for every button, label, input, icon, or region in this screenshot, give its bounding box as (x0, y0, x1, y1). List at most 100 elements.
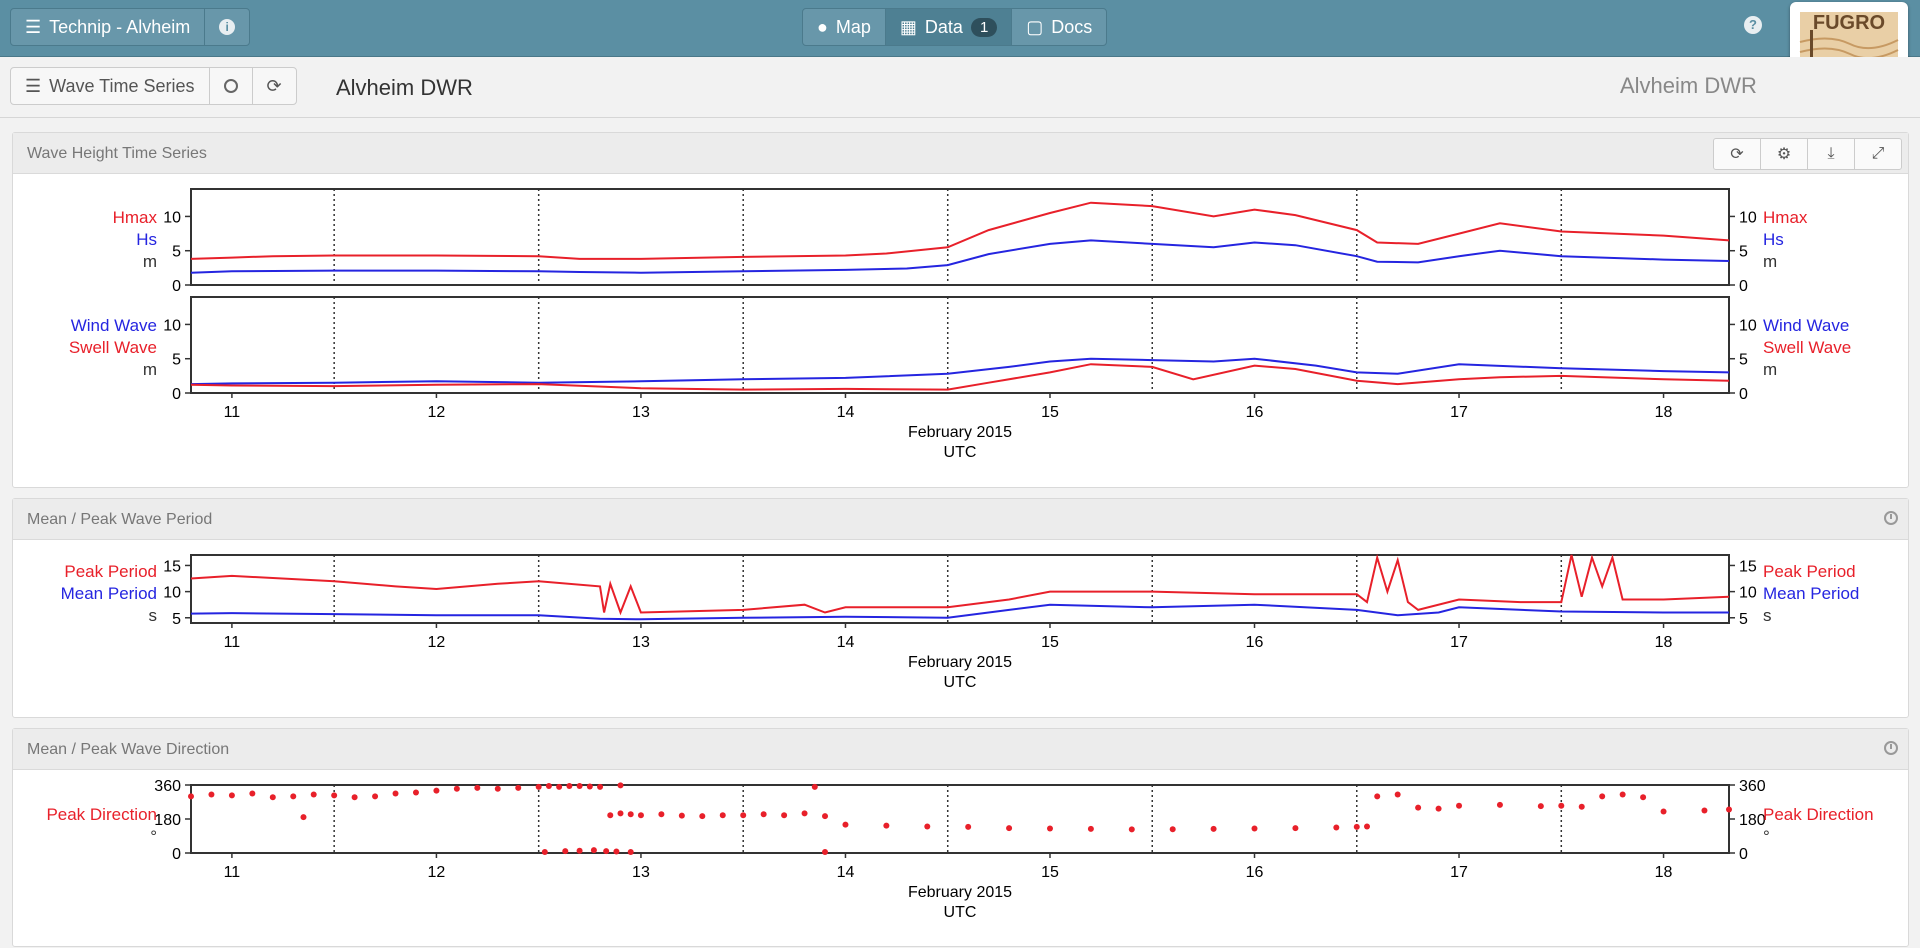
data-point (433, 787, 440, 794)
y-tick-label: 0 (172, 386, 181, 403)
tab-data[interactable]: ▦ Data 1 (885, 9, 1013, 45)
tab-docs-label: Docs (1051, 16, 1093, 37)
x-tick-label: 11 (224, 634, 241, 651)
data-point (228, 792, 235, 799)
data-point (1726, 806, 1732, 813)
axis-label-right: m (1763, 252, 1777, 271)
data-point (1333, 824, 1340, 831)
y-tick-label: 10 (163, 585, 181, 602)
axis-label-right: Mean Period (1763, 584, 1859, 603)
axis-label-right: m (1763, 360, 1777, 379)
data-point (1640, 794, 1647, 801)
x-tick-label: 15 (1041, 404, 1059, 421)
data-point (1169, 826, 1176, 833)
refresh-chart-button[interactable]: ⟳ (1714, 139, 1761, 169)
axis-label-left: m (143, 360, 157, 379)
x-tick-label: 13 (632, 404, 650, 421)
data-point (562, 848, 569, 855)
series-line-wind-wave (190, 357, 1730, 386)
axis-label-right: s (1763, 606, 1772, 625)
y-tick-label: 0 (1739, 386, 1748, 403)
x-tick-label: 14 (837, 404, 855, 421)
clock-icon (223, 79, 238, 93)
axis-label-left: ° (150, 827, 157, 846)
refresh-button[interactable]: ⟳ (253, 68, 296, 104)
data-point (627, 811, 634, 818)
download-button[interactable]: ⤓ (1808, 139, 1855, 169)
x-axis-unit: UTC (944, 444, 977, 461)
y-tick-label: 10 (163, 317, 181, 334)
x-tick-label: 12 (428, 864, 446, 881)
data-point (1363, 823, 1370, 830)
data-point (1210, 825, 1217, 832)
data-point (924, 823, 931, 830)
data-point (801, 810, 808, 817)
tab-docs[interactable]: ▢ Docs (1012, 9, 1106, 45)
y-tick-label: 5 (1739, 611, 1748, 628)
data-point (822, 813, 829, 820)
x-axis-label: February 2015 (908, 424, 1012, 441)
info-icon: i (219, 19, 236, 35)
y-tick-label: 360 (154, 778, 181, 795)
data-point (474, 784, 481, 791)
axis-label-right: Hs (1763, 230, 1784, 249)
y-tick-label: 10 (163, 209, 181, 226)
data-point (1394, 791, 1401, 798)
y-tick-label: 5 (172, 611, 181, 628)
view-select-button[interactable]: ☰ Wave Time Series (11, 68, 210, 104)
data-point (1415, 804, 1422, 811)
wave-height-panel: Wave Height Time Series ⟳ ⚙ ⤓ ⤢ 0 0 5 5 10 10… (12, 132, 1909, 488)
data-point (1496, 801, 1503, 808)
axis-label-left: Mean Period (61, 584, 157, 603)
series-line-hmax (190, 201, 1730, 260)
y-tick-label: 15 (163, 558, 181, 575)
panel-header: Mean / Peak Wave Direction (13, 729, 1908, 770)
x-tick-label: 11 (224, 864, 241, 881)
data-point (637, 812, 644, 819)
data-point (392, 790, 399, 797)
clock-icon[interactable] (1884, 741, 1898, 755)
data-point (1578, 803, 1585, 810)
data-point (1087, 825, 1094, 832)
settings-button[interactable]: ⚙ (1761, 139, 1808, 169)
data-point (351, 794, 358, 801)
data-point (607, 812, 614, 819)
axis-label-right: Wind Wave (1763, 316, 1849, 335)
y-tick-label: 5 (1739, 352, 1748, 369)
y-tick-label: 10 (1739, 317, 1757, 334)
axis-label-right: Hmax (1763, 208, 1808, 227)
data-point (515, 784, 522, 791)
axis-label-left: Swell Wave (69, 338, 157, 357)
document-icon: ▢ (1026, 16, 1044, 37)
data-point (1353, 823, 1360, 830)
help-icon[interactable]: ? (1744, 16, 1762, 34)
axis-label-right: Peak Period (1763, 562, 1856, 581)
x-tick-label: 15 (1041, 864, 1059, 881)
data-point (1128, 826, 1135, 833)
plot-frame (190, 296, 1730, 394)
project-info-button[interactable]: i (205, 9, 249, 45)
history-button[interactable] (210, 68, 253, 104)
x-tick-label: 13 (632, 864, 650, 881)
data-point (310, 791, 317, 798)
x-tick-label: 15 (1041, 634, 1059, 651)
top-navbar: ☰ Technip - Alvheim i ● Map ▦ Data 1 ▢ D… (0, 0, 1920, 90)
data-point (613, 848, 620, 855)
series-line-swell-wave (190, 363, 1730, 391)
data-point (883, 822, 890, 829)
data-point (269, 794, 276, 801)
fullscreen-button[interactable]: ⤢ (1855, 139, 1901, 169)
wave-direction-panel: Mean / Peak Wave Direction 0 0 180 180 360 36… (12, 728, 1909, 947)
project-name: Technip - Alvheim (49, 16, 191, 37)
project-menu-button[interactable]: ☰ Technip - Alvheim (11, 9, 206, 45)
x-axis-unit: UTC (944, 904, 977, 921)
data-point (781, 812, 788, 819)
axis-label-left: m (143, 252, 157, 271)
wave-direction-chart: 0 0 180 180 360 360 Peak Direction ° Peak Direct… (46, 778, 1873, 921)
tab-map[interactable]: ● Map (803, 9, 886, 45)
clock-icon[interactable] (1884, 511, 1898, 525)
x-tick-label: 12 (428, 634, 446, 651)
logo-text: FUGRO (1813, 12, 1885, 34)
plot-frame (190, 784, 1730, 854)
x-tick-label: 14 (837, 634, 855, 651)
